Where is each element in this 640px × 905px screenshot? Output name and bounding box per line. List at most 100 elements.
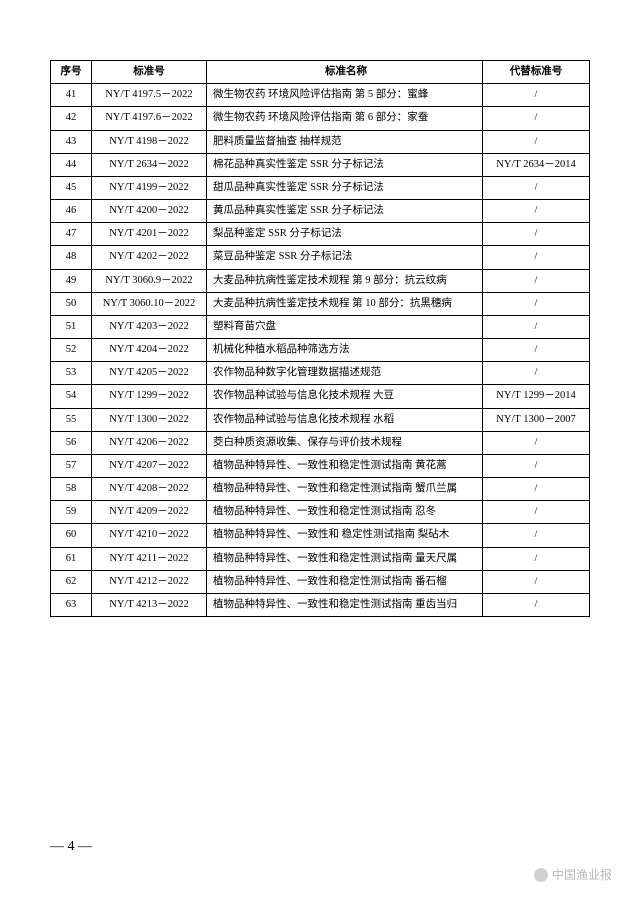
cell-replace: / (483, 292, 590, 315)
watermark: 中国渔业报 (534, 866, 612, 883)
cell-seq: 63 (51, 593, 92, 616)
cell-name: 茭白种质资源收集、保存与评价技术规程 (207, 431, 483, 454)
header-seq: 序号 (51, 61, 92, 84)
cell-seq: 45 (51, 176, 92, 199)
cell-std: NY/T 4206－2022 (92, 431, 207, 454)
cell-name: 甜瓜品种真实性鉴定 SSR 分子标记法 (207, 176, 483, 199)
table-row: 43NY/T 4198－2022肥料质量监督抽查 抽样规范/ (51, 130, 590, 153)
table-row: 53NY/T 4205－2022农作物品种数字化管理数据描述规范/ (51, 362, 590, 385)
cell-replace: / (483, 200, 590, 223)
cell-seq: 46 (51, 200, 92, 223)
wechat-icon (534, 868, 548, 882)
table-row: 59NY/T 4209－2022植物品种特异性、一致性和稳定性测试指南 忍冬/ (51, 501, 590, 524)
cell-std: NY/T 4200－2022 (92, 200, 207, 223)
cell-name: 植物品种特异性、一致性和稳定性测试指南 忍冬 (207, 501, 483, 524)
cell-name: 梨品种鉴定 SSR 分子标记法 (207, 223, 483, 246)
cell-seq: 60 (51, 524, 92, 547)
cell-std: NY/T 4207－2022 (92, 454, 207, 477)
cell-name: 植物品种特异性、一致性和稳定性测试指南 量天尺属 (207, 547, 483, 570)
cell-seq: 43 (51, 130, 92, 153)
cell-std: NY/T 4203－2022 (92, 315, 207, 338)
cell-replace: / (483, 176, 590, 199)
cell-replace: / (483, 315, 590, 338)
document-page: 序号 标准号 标准名称 代替标准号 41NY/T 4197.5－2022微生物农… (0, 0, 640, 657)
cell-replace: / (483, 246, 590, 269)
cell-name: 微生物农药 环境风险评估指南 第 6 部分：家蚕 (207, 107, 483, 130)
header-replace: 代替标准号 (483, 61, 590, 84)
cell-std: NY/T 4205－2022 (92, 362, 207, 385)
cell-name: 大麦品种抗病性鉴定技术规程 第 10 部分：抗黑穗病 (207, 292, 483, 315)
table-row: 57NY/T 4207－2022植物品种特异性、一致性和稳定性测试指南 黄花蒿/ (51, 454, 590, 477)
cell-replace: / (483, 269, 590, 292)
cell-name: 肥料质量监督抽查 抽样规范 (207, 130, 483, 153)
cell-seq: 61 (51, 547, 92, 570)
cell-replace: NY/T 1299－2014 (483, 385, 590, 408)
table-row: 54NY/T 1299－2022农作物品种试验与信息化技术规程 大豆NY/T 1… (51, 385, 590, 408)
cell-seq: 51 (51, 315, 92, 338)
table-row: 46NY/T 4200－2022黄瓜品种真实性鉴定 SSR 分子标记法/ (51, 200, 590, 223)
cell-seq: 41 (51, 84, 92, 107)
cell-std: NY/T 4209－2022 (92, 501, 207, 524)
cell-std: NY/T 4208－2022 (92, 478, 207, 501)
cell-seq: 50 (51, 292, 92, 315)
cell-replace: / (483, 431, 590, 454)
cell-replace: / (483, 478, 590, 501)
cell-name: 菜豆品种鉴定 SSR 分子标记法 (207, 246, 483, 269)
watermark-text: 中国渔业报 (552, 866, 612, 883)
table-row: 49NY/T 3060.9－2022大麦品种抗病性鉴定技术规程 第 9 部分：抗… (51, 269, 590, 292)
table-row: 47NY/T 4201－2022梨品种鉴定 SSR 分子标记法/ (51, 223, 590, 246)
header-name: 标准名称 (207, 61, 483, 84)
cell-name: 微生物农药 环境风险评估指南 第 5 部分：蜜蜂 (207, 84, 483, 107)
cell-seq: 59 (51, 501, 92, 524)
cell-std: NY/T 4202－2022 (92, 246, 207, 269)
cell-std: NY/T 3060.10－2022 (92, 292, 207, 315)
cell-replace: / (483, 339, 590, 362)
cell-replace: / (483, 84, 590, 107)
cell-name: 棉花品种真实性鉴定 SSR 分子标记法 (207, 153, 483, 176)
cell-std: NY/T 1299－2022 (92, 385, 207, 408)
table-row: 56NY/T 4206－2022茭白种质资源收集、保存与评价技术规程/ (51, 431, 590, 454)
table-row: 42NY/T 4197.6－2022微生物农药 环境风险评估指南 第 6 部分：… (51, 107, 590, 130)
cell-name: 农作物品种试验与信息化技术规程 水稻 (207, 408, 483, 431)
cell-std: NY/T 4211－2022 (92, 547, 207, 570)
cell-std: NY/T 4197.6－2022 (92, 107, 207, 130)
cell-name: 植物品种特异性、一致性和稳定性测试指南 黄花蒿 (207, 454, 483, 477)
table-row: 58NY/T 4208－2022植物品种特异性、一致性和稳定性测试指南 蟹爪兰属… (51, 478, 590, 501)
cell-name: 大麦品种抗病性鉴定技术规程 第 9 部分：抗云纹病 (207, 269, 483, 292)
table-row: 45NY/T 4199－2022甜瓜品种真实性鉴定 SSR 分子标记法/ (51, 176, 590, 199)
table-row: 44NY/T 2634－2022棉花品种真实性鉴定 SSR 分子标记法NY/T … (51, 153, 590, 176)
table-row: 52NY/T 4204－2022机械化种植水稻品种筛选方法/ (51, 339, 590, 362)
cell-replace: / (483, 593, 590, 616)
cell-name: 塑料育苗穴盘 (207, 315, 483, 338)
cell-name: 植物品种特异性、一致性和稳定性测试指南 蟹爪兰属 (207, 478, 483, 501)
cell-replace: NY/T 1300－2007 (483, 408, 590, 431)
standards-table: 序号 标准号 标准名称 代替标准号 41NY/T 4197.5－2022微生物农… (50, 60, 590, 617)
cell-seq: 49 (51, 269, 92, 292)
table-body: 41NY/T 4197.5－2022微生物农药 环境风险评估指南 第 5 部分：… (51, 84, 590, 617)
table-row: 50NY/T 3060.10－2022大麦品种抗病性鉴定技术规程 第 10 部分… (51, 292, 590, 315)
table-row: 62NY/T 4212－2022植物品种特异性、一致性和稳定性测试指南 番石榴/ (51, 570, 590, 593)
cell-replace: / (483, 107, 590, 130)
cell-std: NY/T 2634－2022 (92, 153, 207, 176)
cell-std: NY/T 4201－2022 (92, 223, 207, 246)
table-row: 51NY/T 4203－2022塑料育苗穴盘/ (51, 315, 590, 338)
cell-std: NY/T 4212－2022 (92, 570, 207, 593)
table-row: 60NY/T 4210－2022植物品种特异性、一致性和 稳定性测试指南 梨砧木… (51, 524, 590, 547)
cell-seq: 52 (51, 339, 92, 362)
cell-replace: / (483, 524, 590, 547)
cell-name: 黄瓜品种真实性鉴定 SSR 分子标记法 (207, 200, 483, 223)
page-number: — 4 — (50, 839, 92, 855)
cell-std: NY/T 4199－2022 (92, 176, 207, 199)
cell-seq: 54 (51, 385, 92, 408)
cell-seq: 57 (51, 454, 92, 477)
cell-replace: / (483, 454, 590, 477)
cell-seq: 55 (51, 408, 92, 431)
cell-name: 农作物品种数字化管理数据描述规范 (207, 362, 483, 385)
cell-seq: 58 (51, 478, 92, 501)
cell-seq: 53 (51, 362, 92, 385)
cell-name: 植物品种特异性、一致性和稳定性测试指南 番石榴 (207, 570, 483, 593)
cell-std: NY/T 3060.9－2022 (92, 269, 207, 292)
cell-replace: / (483, 130, 590, 153)
cell-seq: 56 (51, 431, 92, 454)
cell-name: 机械化种植水稻品种筛选方法 (207, 339, 483, 362)
